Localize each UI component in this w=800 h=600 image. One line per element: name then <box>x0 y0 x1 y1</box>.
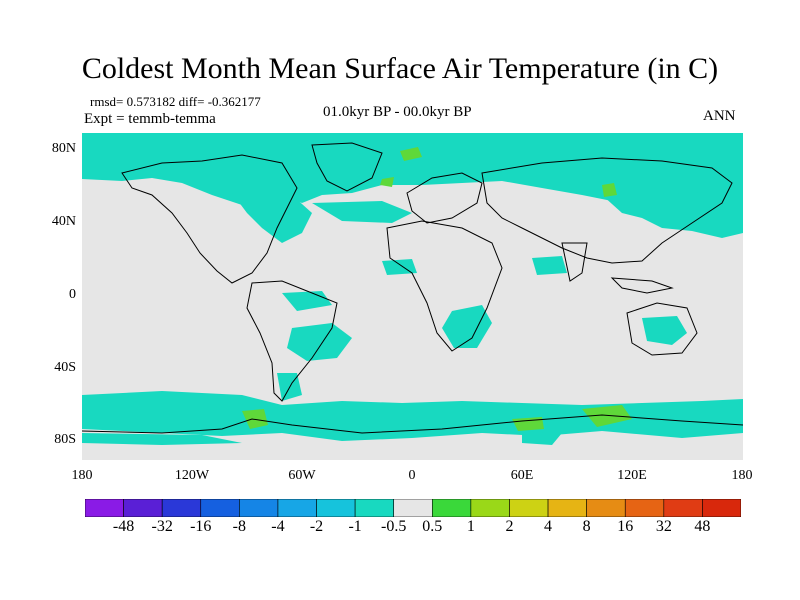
colorbar-swatch <box>509 499 549 517</box>
colorbar-swatch <box>586 499 626 517</box>
lat-label-40s: 40S <box>54 360 76 375</box>
colorbar-label: -48 <box>112 518 135 535</box>
lon-label-180w: 180 <box>71 468 93 483</box>
world-map <box>82 133 743 460</box>
lon-label-120e: 120E <box>617 468 647 483</box>
colorbar-swatch <box>354 499 395 517</box>
colorbar-swatch <box>123 499 163 517</box>
lat-label-0: 0 <box>69 287 76 302</box>
colorbar-label: 8 <box>582 518 591 535</box>
colorbar-label: 4 <box>544 518 553 535</box>
lon-label-0: 0 <box>408 468 416 483</box>
coastlines <box>82 142 743 434</box>
anomaly-cool-areas <box>82 133 743 445</box>
colorbar-swatch <box>547 499 587 517</box>
colorbar-swatch <box>277 499 317 517</box>
lat-label-80n: 80N <box>51 141 76 156</box>
colorbar-swatch <box>663 499 703 517</box>
lat-label-80s: 80S <box>54 432 76 447</box>
colorbar-label: -0.5 <box>381 518 407 535</box>
colorbar-label: 2 <box>505 518 514 535</box>
colorbar-label: 32 <box>655 518 672 535</box>
colorbar-swatch <box>393 499 433 517</box>
colorbar-swatch <box>85 499 124 517</box>
colorbar-swatch <box>239 499 279 517</box>
colorbar-label: -32 <box>151 518 173 535</box>
colorbar-swatch <box>702 499 741 517</box>
colorbar-label: 16 <box>617 518 634 535</box>
colorbar-label: -8 <box>232 518 246 535</box>
colorbar-swatch <box>316 499 356 517</box>
lon-label-60e: 60E <box>510 468 534 483</box>
colorbar-swatch <box>200 499 240 517</box>
colorbar-label: -1 <box>348 518 362 535</box>
colorbar-label: 1 <box>466 518 475 535</box>
colorbar-label: -2 <box>309 518 324 535</box>
lon-label-180e: 180 <box>731 468 753 483</box>
period-label: 01.0kyr BP - 00.0kyr BP <box>323 104 472 120</box>
colorbar-swatch <box>470 499 510 517</box>
lon-label-60w: 60W <box>288 468 316 483</box>
stats-label: rmsd= 0.573182 diff= -0.362177 <box>90 94 261 109</box>
colorbar <box>85 499 741 517</box>
colorbar-swatch <box>161 499 202 517</box>
colorbar-label: 0.5 <box>422 518 443 535</box>
colorbar-swatch <box>624 499 665 517</box>
season-label: ANN <box>703 108 736 124</box>
colorbar-label: -16 <box>190 518 212 535</box>
colorbar-label: -4 <box>271 518 285 535</box>
lon-label-120w: 120W <box>174 468 210 483</box>
colorbar-swatch <box>431 499 472 517</box>
experiment-label: Expt = temmb-temma <box>84 111 216 127</box>
colorbar-label: 48 <box>694 518 711 535</box>
chart-title: Coldest Month Mean Surface Air Temperatu… <box>81 52 719 85</box>
lat-label-40n: 40N <box>51 214 76 229</box>
